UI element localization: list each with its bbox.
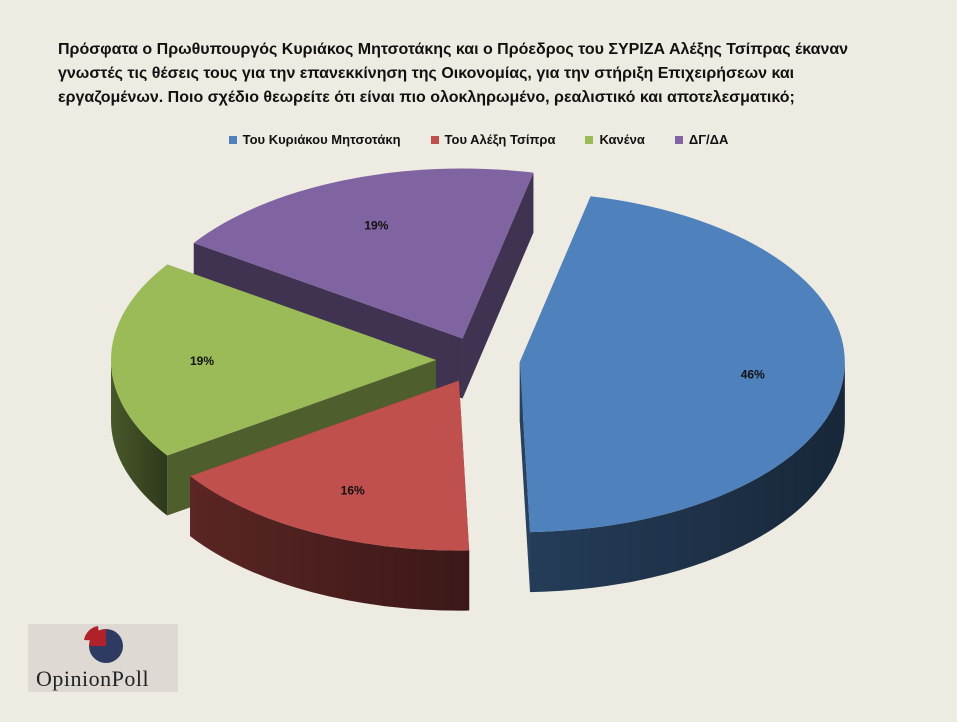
slice-top: [190, 380, 470, 551]
legend: Του Κυριάκου Μητσοτάκη Του Αλέξη Τσίπρα …: [0, 132, 957, 147]
data-label: 19%: [364, 219, 388, 233]
opinionpoll-logo: OpinionPoll: [28, 624, 178, 692]
data-label: 19%: [190, 354, 214, 368]
data-label: 46%: [741, 368, 765, 382]
legend-label: Του Αλέξη Τσίπρα: [444, 132, 556, 147]
legend-label: Του Κυριάκου Μητσοτάκη: [242, 132, 401, 147]
logo-mark-icon: [84, 626, 123, 663]
legend-item-mitsotakis: Του Κυριάκου Μητσοτάκη: [228, 132, 401, 147]
legend-swatch: [228, 135, 237, 144]
slice-wall: [462, 172, 534, 399]
slice-top: [193, 168, 534, 339]
legend-item-dgda: ΔΓ/ΔΑ: [674, 132, 729, 147]
legend-label: ΔΓ/ΔΑ: [688, 132, 729, 147]
slice-top: [519, 196, 845, 533]
slice-rim-shade: [111, 360, 168, 516]
slice-top: [110, 264, 436, 456]
slice-mitsotakis: 46%: [519, 196, 845, 593]
slice-wall: [519, 362, 531, 593]
slice-tsipras: 16%: [190, 380, 470, 611]
legend-item-tsipras: Του Αλέξη Τσίπρα: [430, 132, 556, 147]
legend-swatch: [430, 135, 439, 144]
slice-rim-shade: [190, 476, 470, 611]
legend-item-kanena: Κανένα: [585, 132, 645, 147]
legend-swatch: [585, 135, 594, 144]
slice-rim-shade: [530, 362, 845, 593]
chart-title: Πρόσφατα ο Πρωθυπουργός Κυριάκος Μητσοτά…: [58, 41, 849, 106]
data-label: 16%: [341, 484, 365, 498]
legend-label: Κανένα: [599, 132, 645, 147]
logo-wordmark: OpinionPoll: [36, 666, 150, 691]
legend-swatch: [674, 135, 683, 144]
